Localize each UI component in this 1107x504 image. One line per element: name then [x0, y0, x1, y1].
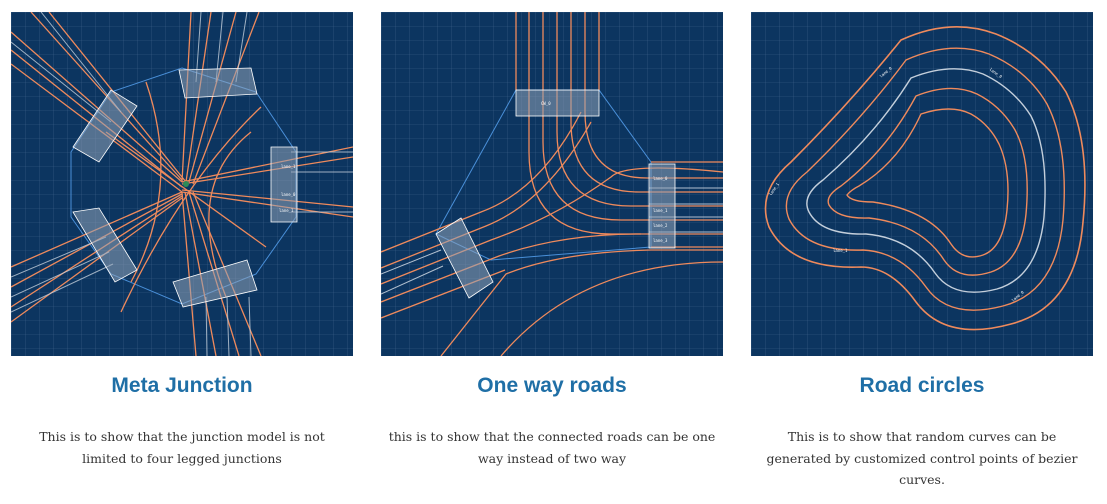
description-line: This is to show that random curves can b…	[787, 429, 1057, 444]
card-description: this is to show that the connected roads…	[387, 426, 717, 469]
svg-text:CW_0: CW_0	[541, 101, 551, 106]
svg-text:lane_0: lane_0	[281, 192, 296, 197]
svg-text:lane_0: lane_0	[653, 176, 668, 181]
svg-text:lane_1: lane_1	[833, 248, 848, 253]
svg-text:lane_2: lane_2	[653, 223, 668, 228]
card-description: This is to show that random curves can b…	[757, 426, 1087, 491]
description-line: limited to four legged junctions	[82, 450, 282, 466]
svg-text:lane_3: lane_3	[653, 238, 668, 243]
feature-card-one-way-roads: CW_0 lane_0 lane_1 lane_2 lane_3 One way…	[381, 12, 723, 469]
description-line: generated by customized control points o…	[766, 450, 1078, 466]
description-line: curves.	[899, 472, 945, 487]
card-description: This is to show that the junction model …	[32, 426, 332, 469]
road-circles-illustration: lane_0 lane_0 lane_1 lane_1 lane_0	[751, 12, 1093, 356]
card-title: Meta Junction	[111, 374, 253, 397]
description-line: way instead of two way	[477, 450, 627, 466]
svg-text:lane_1: lane_1	[281, 164, 296, 169]
feature-card-meta-junction: lane_1 lane_0 lane_1 Meta Junction This …	[11, 12, 353, 469]
card-title: Road circles	[859, 374, 985, 397]
one-way-roads-illustration: CW_0 lane_0 lane_1 lane_2 lane_3	[381, 12, 723, 356]
description-line: This is to show that the junction model …	[39, 429, 325, 444]
card-title: One way roads	[477, 374, 627, 397]
description-line: this is to show that the connected roads…	[388, 429, 716, 444]
feature-card-road-circles: lane_0 lane_0 lane_1 lane_1 lane_0 Road …	[751, 12, 1093, 491]
meta-junction-illustration: lane_1 lane_0 lane_1	[11, 12, 353, 356]
svg-text:lane_1: lane_1	[279, 208, 294, 213]
svg-text:lane_1: lane_1	[653, 208, 668, 213]
